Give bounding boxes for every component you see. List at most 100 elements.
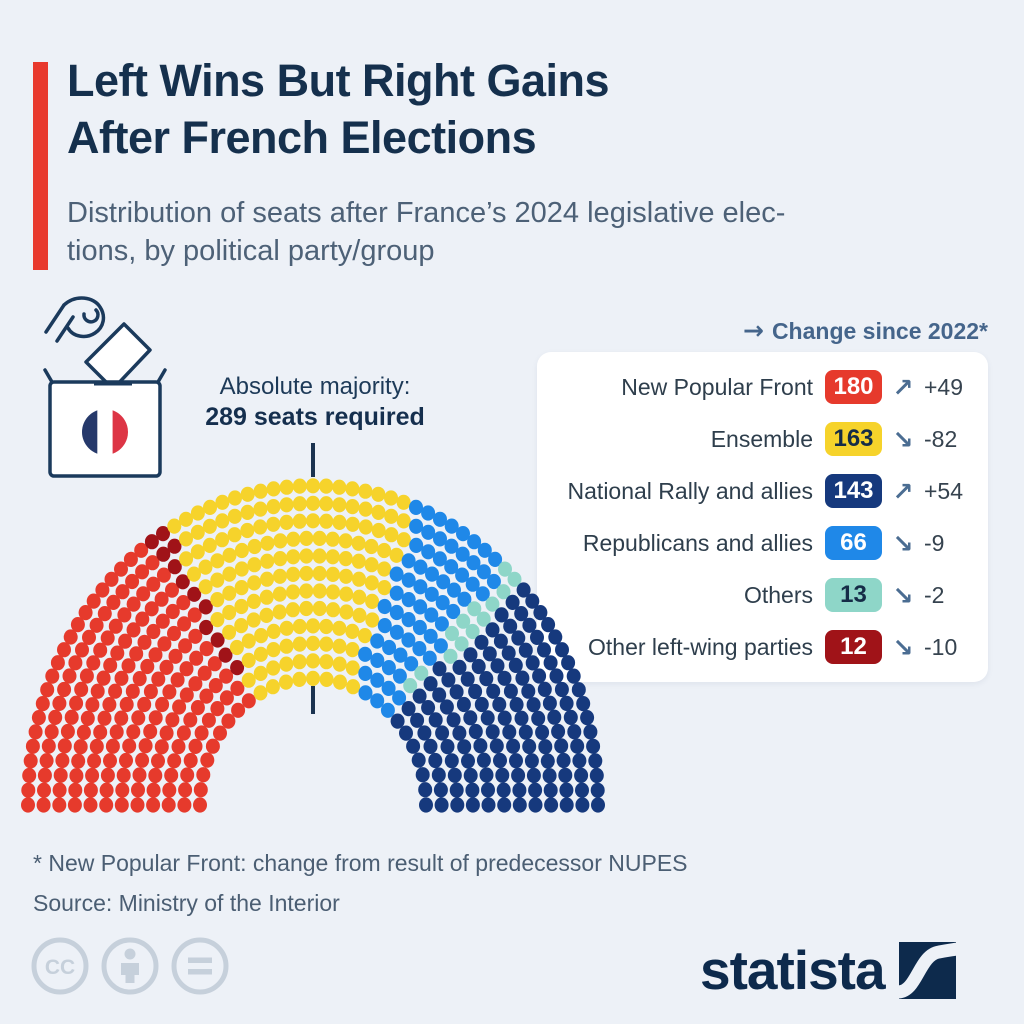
seat-dot (567, 724, 582, 740)
seat-dot (135, 752, 150, 768)
seat-dot (477, 542, 492, 558)
seat-dot (117, 607, 132, 623)
change-value: -10 (924, 633, 958, 660)
seat-dot (140, 658, 155, 675)
seat-dot (110, 645, 125, 661)
seat-dot (559, 695, 574, 711)
seat-dot (266, 499, 281, 515)
seat-dot (421, 505, 436, 521)
seat-dot (433, 511, 447, 527)
trend-up-icon: ↗ (892, 372, 914, 402)
seat-dot (75, 642, 89, 658)
seat-dot (50, 655, 65, 671)
seat-dot (179, 551, 194, 567)
seat-dot (551, 723, 566, 740)
seat-dot (89, 738, 104, 755)
french-flag-icon (82, 409, 128, 455)
seat-dot (222, 585, 237, 601)
change-value: -2 (924, 581, 945, 608)
seat-dot (190, 505, 205, 521)
seat-dot (474, 696, 489, 713)
seat-dot (161, 797, 176, 813)
seat-dot (455, 567, 470, 583)
seat-dot (538, 739, 553, 755)
seat-dot (479, 671, 494, 687)
seat-dot (533, 605, 548, 621)
seat-dot (486, 683, 501, 699)
seat-dot (345, 499, 360, 515)
seat-dot (493, 633, 508, 649)
seat-dot (583, 724, 598, 740)
seat-dot (114, 710, 129, 726)
seat-dot (177, 616, 192, 632)
seat-dot (434, 616, 449, 632)
seat-dot (241, 633, 256, 649)
seat-dot (512, 797, 527, 813)
seat-dot (412, 688, 427, 704)
seat-dot (35, 696, 50, 712)
seat-dot (377, 542, 392, 559)
no-derivatives-icon (171, 937, 229, 995)
seat-dot (208, 678, 223, 694)
seat-dot (39, 753, 54, 769)
seat-dot (199, 619, 214, 636)
seat-dot (306, 513, 320, 529)
seat-dot (418, 782, 433, 798)
seat-dot (175, 574, 190, 590)
seat-dot (21, 782, 36, 798)
trend-down-icon: ↘ (892, 528, 914, 558)
legend-row: New Popular Front 180 ↗ +49 (537, 361, 988, 413)
seat-dot (306, 635, 320, 651)
seat-dot (351, 535, 366, 551)
seat-dot (432, 661, 447, 677)
subtitle-line-2: tions, by political party/group (67, 235, 435, 267)
seat-dot (449, 684, 464, 700)
seat-dot (415, 767, 430, 783)
seat-dot (436, 574, 451, 590)
seat-dot (461, 753, 475, 769)
seat-dot (312, 530, 327, 546)
seat-dot (526, 697, 541, 713)
seat-dot (511, 630, 526, 646)
lid-right-icon (156, 368, 167, 384)
seat-dot (57, 642, 71, 658)
seat-dot (114, 797, 129, 813)
seat-dot (306, 653, 320, 669)
seat-dot (566, 668, 581, 684)
seat-dot (554, 681, 569, 698)
seat-dot (444, 538, 459, 554)
seat-dot (279, 514, 294, 530)
seat-dot (332, 514, 347, 530)
seat-dot (137, 696, 152, 713)
seat-dot (475, 586, 490, 602)
seat-dot (390, 713, 405, 729)
seat-dot (292, 513, 307, 529)
seat-dot (433, 782, 448, 798)
seat-dot (449, 782, 464, 798)
seat-dot (463, 767, 478, 784)
seat-dot (479, 767, 494, 783)
party-label: Others (743, 581, 813, 608)
seat-dot (455, 546, 470, 562)
seat-dot (52, 782, 67, 798)
party-label: National Rally and allies (567, 477, 813, 504)
seat-dot (352, 571, 366, 587)
seat-dot (507, 571, 522, 587)
seat-dot (435, 725, 450, 741)
seat-dot (146, 576, 161, 592)
seat-dot (467, 534, 482, 550)
seat-dot (176, 725, 191, 741)
seat-dot (447, 582, 461, 598)
seat-dot (172, 699, 187, 715)
seat-dot (285, 602, 300, 618)
seat-dot (189, 650, 204, 666)
seat-dot (247, 538, 262, 555)
seat-dot (480, 710, 495, 726)
seat-dot (57, 738, 72, 754)
seat-dot (377, 598, 392, 615)
seat-dot (165, 712, 180, 728)
seat-dot (401, 592, 416, 608)
trend-down-icon: ↘ (892, 580, 914, 610)
seat-dot (576, 696, 591, 712)
seat-dot (229, 639, 244, 656)
